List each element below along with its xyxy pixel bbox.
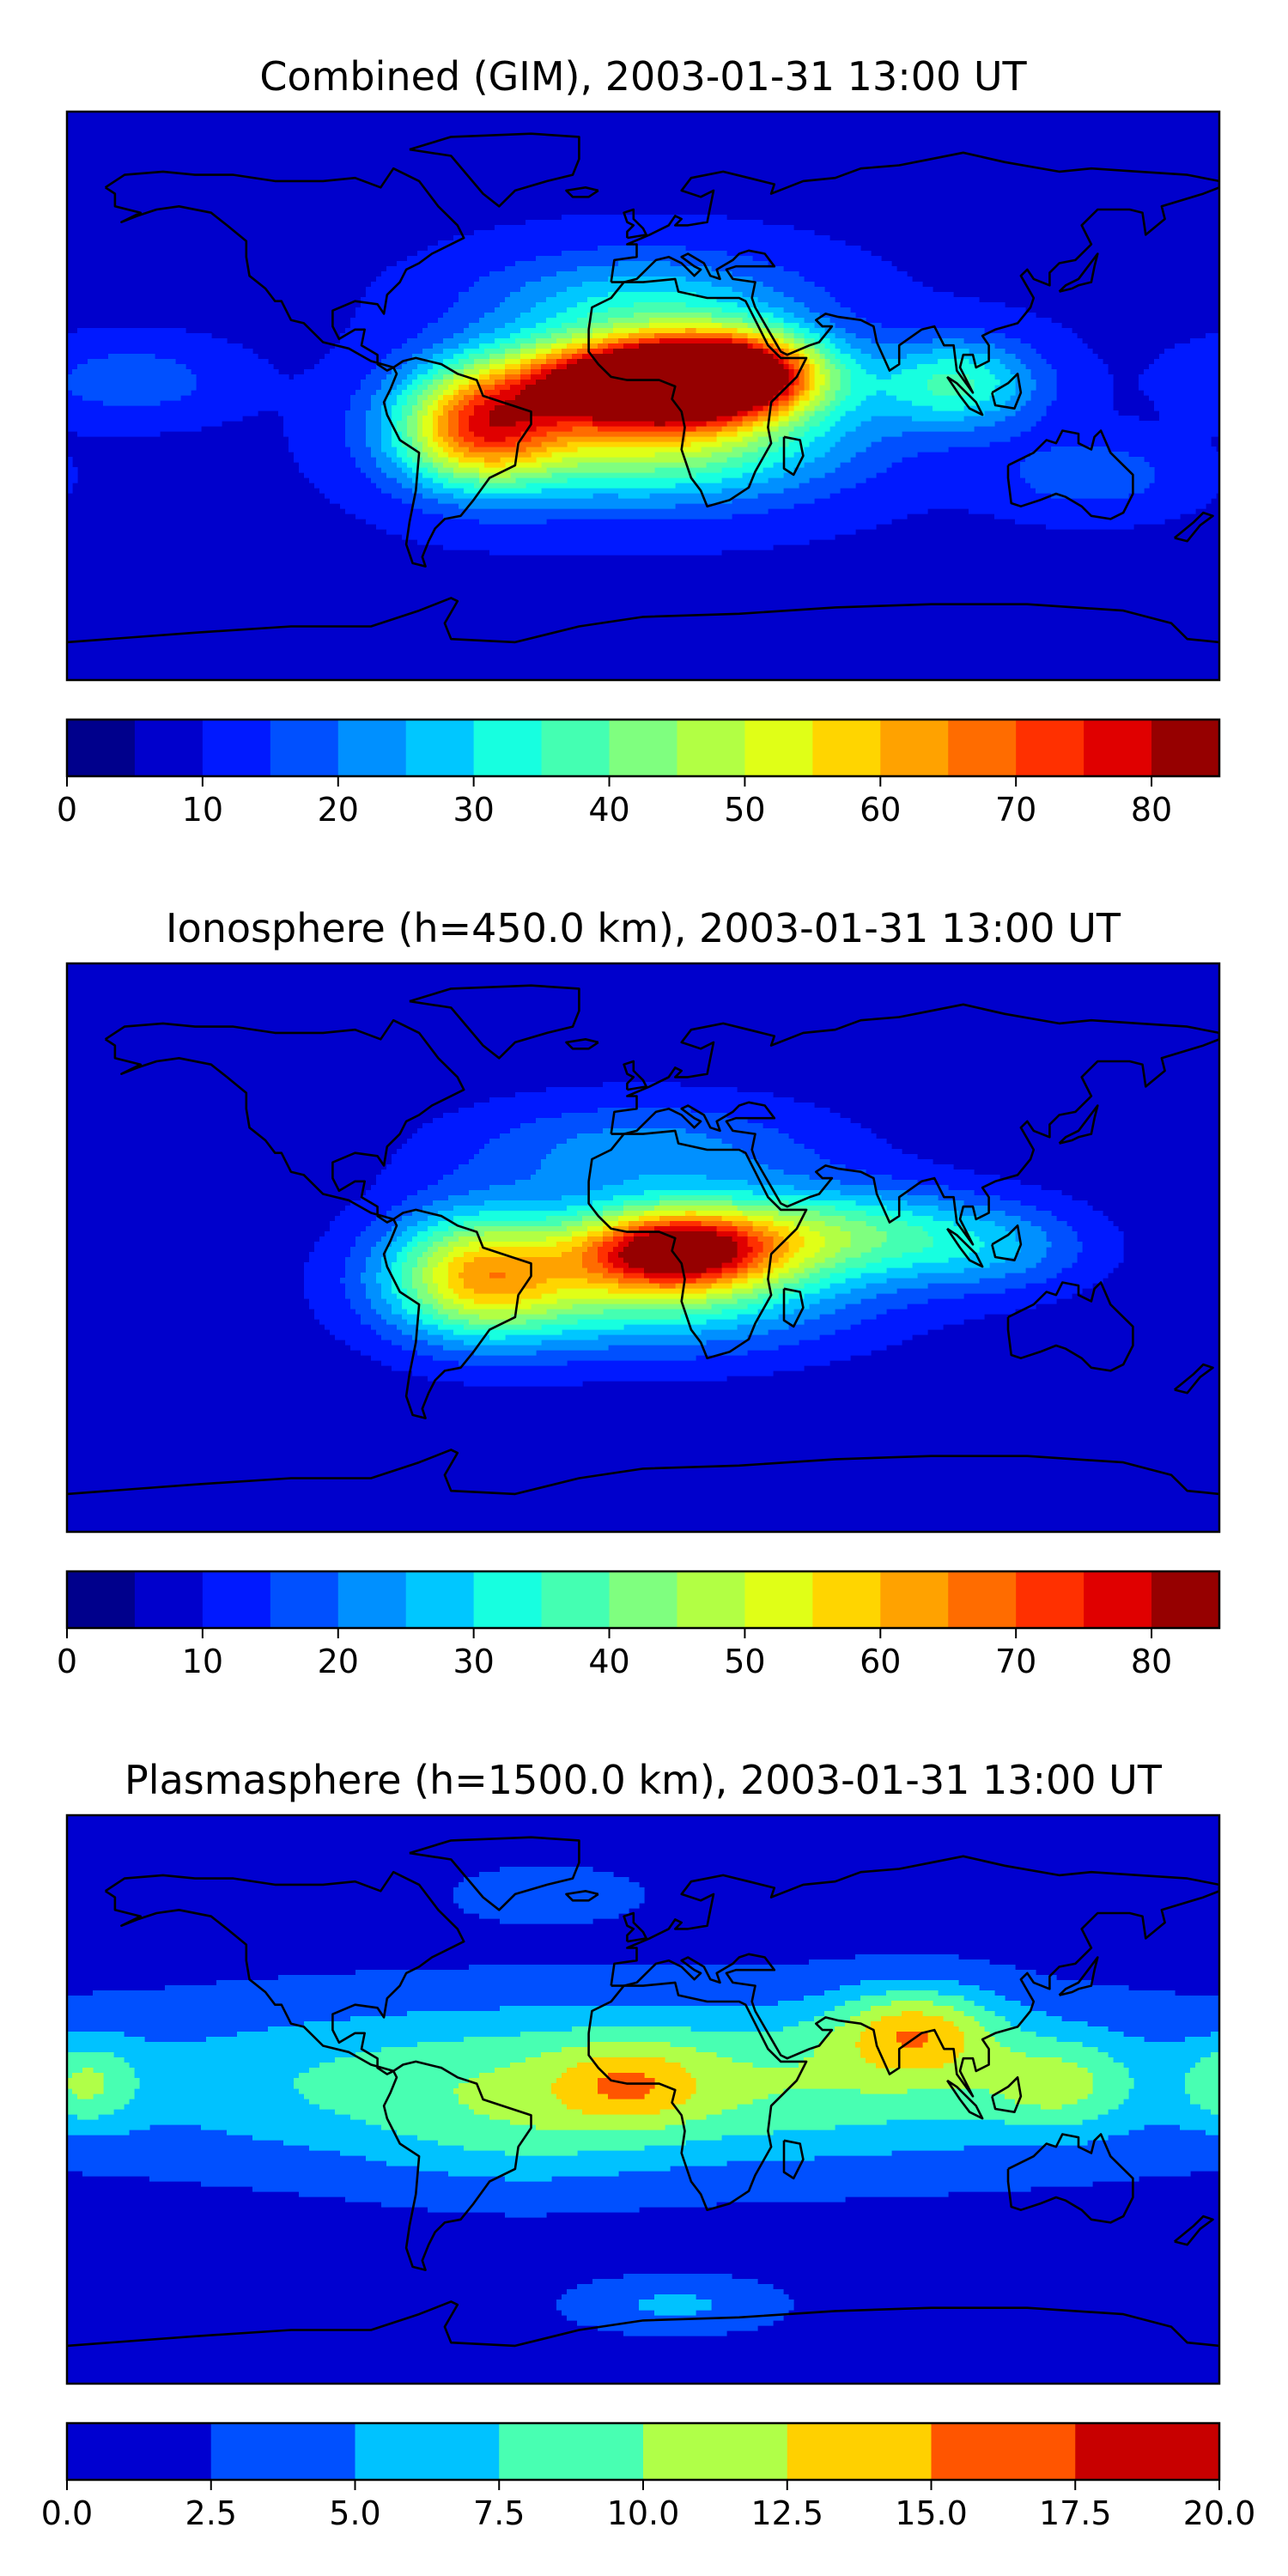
colorbar-swatch xyxy=(203,1571,270,1628)
colorbar-swatch xyxy=(1084,720,1151,776)
colorbar-swatch xyxy=(744,1571,812,1628)
chart-title: Ionosphere (h=450.0 km), 2003-01-31 13:0… xyxy=(166,905,1121,951)
colorbar-swatch xyxy=(812,1571,880,1628)
colorbar-swatch xyxy=(270,1571,338,1628)
panel-ionosphere: Ionosphere (h=450.0 km), 2003-01-31 13:0… xyxy=(57,905,1222,1680)
colorbar: 0.0 2.5 5.0 7.5 10.0 12.5 15.0 17.5 20.0 xyxy=(41,2423,1256,2532)
colorbar-tick-label: 2.5 xyxy=(185,2494,237,2532)
map-field xyxy=(67,963,1222,1536)
colorbar-swatch xyxy=(355,2423,500,2480)
colorbar-swatch xyxy=(474,1571,542,1628)
colorbar-swatch xyxy=(677,720,744,776)
panel-plasmasphere: Plasmasphere (h=1500.0 km), 2003-01-31 1… xyxy=(41,1757,1256,2532)
colorbar-swatch xyxy=(1016,1571,1084,1628)
colorbar-swatch xyxy=(67,1571,135,1628)
colorbar-swatch xyxy=(932,2423,1076,2480)
colorbar-swatch xyxy=(67,720,135,776)
map-field xyxy=(67,112,1222,684)
colorbar-tick-label: 50 xyxy=(724,1643,765,1680)
colorbar-swatch xyxy=(948,1571,1016,1628)
colorbar-tick-label: 80 xyxy=(1131,791,1172,829)
colorbar-tick-label: 80 xyxy=(1131,1643,1172,1680)
colorbar-swatch xyxy=(211,2423,355,2480)
colorbar-swatch xyxy=(338,1571,406,1628)
colorbar-tick-label: 60 xyxy=(860,791,901,829)
colorbar-tick-label: 30 xyxy=(453,791,494,829)
panel-combined: Combined (GIM), 2003-01-31 13:00 UT 0 10 2… xyxy=(57,53,1222,829)
colorbar-tick-label: 10 xyxy=(182,791,223,829)
colorbar-tick-label: 60 xyxy=(860,1643,901,1680)
colorbar-swatch xyxy=(406,1571,474,1628)
chart-title: Plasmasphere (h=1500.0 km), 2003-01-31 1… xyxy=(125,1757,1163,1803)
colorbar-tick-label: 5.0 xyxy=(329,2494,380,2532)
colorbar-tick-label: 0 xyxy=(57,1643,77,1680)
colorbar-tick-label: 20 xyxy=(318,1643,359,1680)
colorbar-tick-label: 17.5 xyxy=(1039,2494,1112,2532)
colorbar-swatch xyxy=(203,720,270,776)
colorbar-tick-label: 70 xyxy=(995,1643,1036,1680)
colorbar-tick-label: 0.0 xyxy=(41,2494,93,2532)
colorbar-swatch xyxy=(1075,2423,1219,2480)
colorbar-swatch xyxy=(135,1571,203,1628)
colorbar-swatch xyxy=(744,720,812,776)
colorbar-swatch xyxy=(270,720,338,776)
colorbar-swatch xyxy=(677,1571,744,1628)
colorbar-swatch xyxy=(610,720,677,776)
colorbar-swatch xyxy=(643,2423,787,2480)
colorbar-tick-label: 10 xyxy=(182,1643,223,1680)
colorbar-swatch xyxy=(135,720,203,776)
colorbar-swatch xyxy=(1016,720,1084,776)
colorbar-swatch xyxy=(880,1571,948,1628)
colorbar-tick-label: 10.0 xyxy=(607,2494,680,2532)
colorbar-tick-label: 15.0 xyxy=(895,2494,968,2532)
colorbar-swatch xyxy=(812,720,880,776)
colorbar-tick-label: 0 xyxy=(57,791,77,829)
colorbar-swatch xyxy=(67,2423,211,2480)
colorbar-swatch xyxy=(406,720,474,776)
colorbar-swatch xyxy=(499,2423,643,2480)
colorbar: 0 10 20 30 40 50 60 70 80 xyxy=(57,720,1220,829)
colorbar-tick-label: 20.0 xyxy=(1183,2494,1256,2532)
colorbar-swatch xyxy=(338,720,406,776)
colorbar-tick-label: 40 xyxy=(588,791,629,829)
colorbar-tick-label: 12.5 xyxy=(750,2494,823,2532)
colorbar-swatch xyxy=(880,720,948,776)
colorbar-swatch xyxy=(542,1571,610,1628)
colorbar-swatch xyxy=(474,720,542,776)
colorbar-swatch xyxy=(542,720,610,776)
colorbar-tick-label: 70 xyxy=(995,791,1036,829)
map-field xyxy=(67,1815,1222,2388)
contour-level-16 xyxy=(618,1231,738,1273)
colorbar-swatch xyxy=(1151,720,1219,776)
colorbar-tick-label: 50 xyxy=(724,791,765,829)
colorbar-swatch xyxy=(787,2423,932,2480)
colorbar-tick-label: 40 xyxy=(588,1643,629,1680)
colorbar-tick-label: 30 xyxy=(453,1643,494,1680)
chart-title: Combined (GIM), 2003-01-31 13:00 UT xyxy=(259,53,1027,100)
colorbar-swatch xyxy=(1084,1571,1151,1628)
colorbar-swatch xyxy=(610,1571,677,1628)
colorbar-tick-label: 7.5 xyxy=(473,2494,525,2532)
colorbar-swatch xyxy=(948,720,1016,776)
colorbar: 0 10 20 30 40 50 60 70 80 xyxy=(57,1571,1220,1680)
colorbar-swatch xyxy=(1151,1571,1219,1628)
colorbar-tick-label: 20 xyxy=(318,791,359,829)
